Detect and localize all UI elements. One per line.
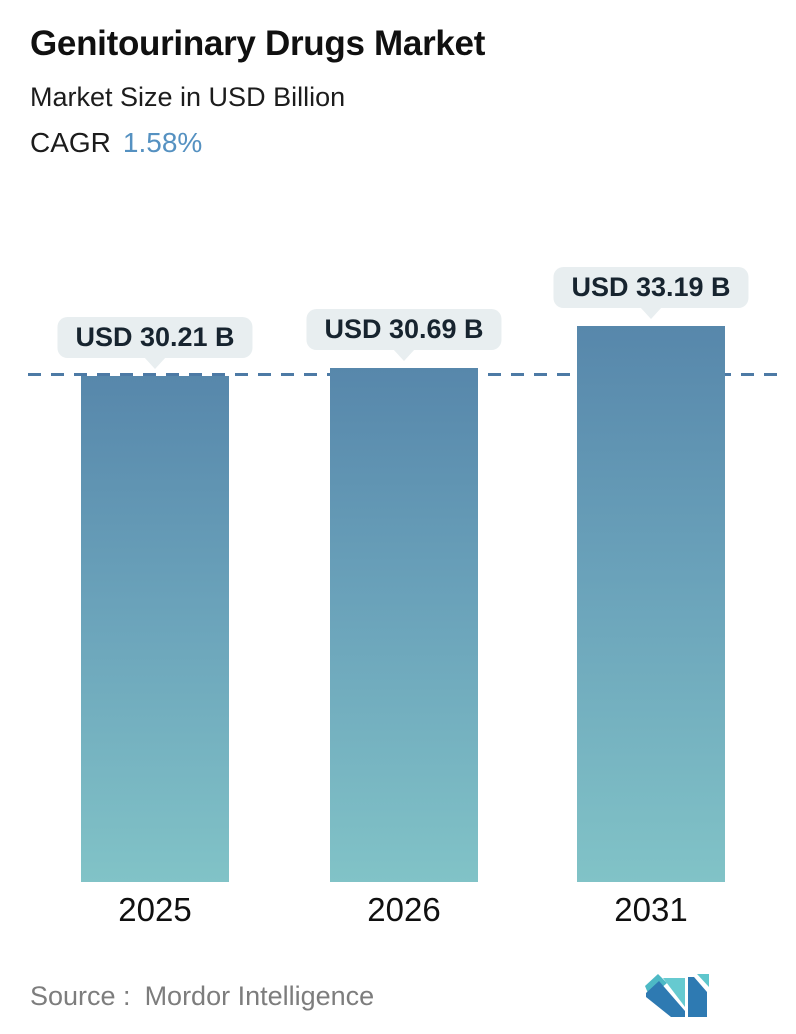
value-badge: USD 30.21 B (57, 317, 253, 358)
header: Genitourinary Drugs Market Market Size i… (30, 24, 485, 159)
value-badge: USD 30.69 B (306, 309, 502, 350)
mordor-intelligence-logo (645, 974, 709, 1017)
bar (330, 368, 478, 882)
logo-shape (697, 974, 709, 987)
value-badge: USD 33.19 B (553, 267, 749, 308)
cagr-row: CAGR 1.58% (30, 127, 485, 159)
source-text: Source : Mordor Intelligence (30, 981, 374, 1012)
x-axis-label: 2031 (614, 891, 688, 928)
logo-shape (646, 981, 685, 1017)
x-axis-label: 2025 (118, 891, 192, 928)
source-name: Mordor Intelligence (144, 981, 375, 1011)
bar (577, 326, 725, 882)
bar (81, 376, 229, 882)
badge-pointer (393, 349, 415, 361)
x-axis-label: 2026 (367, 891, 441, 928)
cagr-label: CAGR (30, 127, 111, 158)
chart-subtitle: Market Size in USD Billion (30, 82, 346, 112)
source-label: Source : (30, 981, 131, 1011)
badge-pointer (640, 307, 662, 319)
logo-shape (663, 978, 685, 1007)
logo-shape (688, 977, 707, 1017)
badge-pointer (144, 357, 166, 369)
cagr-value: 1.58% (122, 127, 203, 158)
chart-title: Genitourinary Drugs Market (30, 24, 486, 63)
